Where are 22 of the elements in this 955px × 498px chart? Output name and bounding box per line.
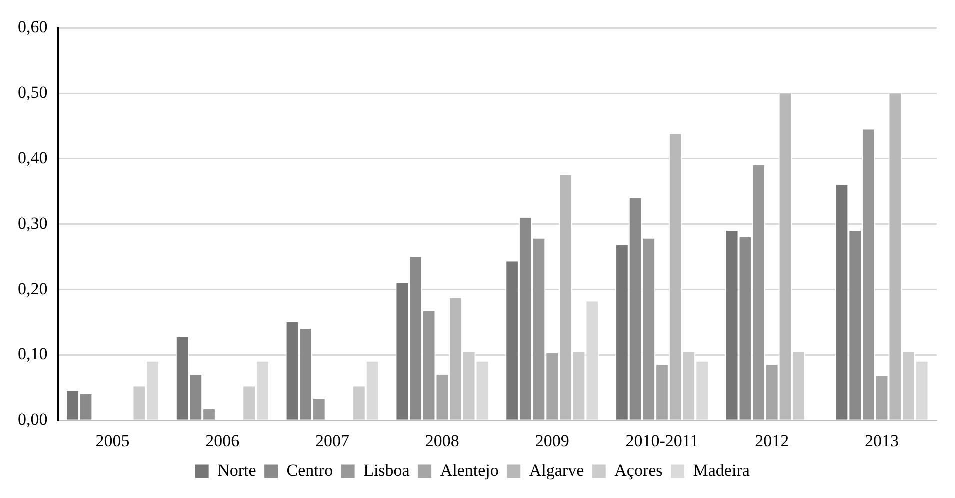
x-tick-label: 2008 [425,431,460,450]
x-tick-label: 2013 [865,431,900,450]
x-tick-label: 2012 [755,431,790,450]
legend-label: Madeira [693,460,750,480]
x-tick-label: 2005 [96,431,130,450]
y-tick-label: 0,50 [18,83,48,102]
x-tick-label: 2010-2011 [626,431,699,450]
y-tick-label: 0,10 [18,344,48,364]
legend-label: Açores [614,460,663,480]
legend-label: Alentejo [440,460,499,480]
y-tick-label: 0,30 [18,214,48,233]
x-tick-label: 2007 [316,431,350,450]
y-tick-label: 0,40 [18,148,48,168]
legend-label: Centro [286,460,334,480]
x-tick-label: 2006 [206,431,240,450]
legend-label: Algarve [529,460,584,480]
legend-label: Lisboa [364,460,410,480]
y-tick-label: 0,60 [18,18,48,37]
x-tick-label: 2009 [535,431,570,450]
legend-label: Norte [218,460,256,480]
y-tick-label: 0,20 [18,279,48,298]
y-tick-label: 0,00 [18,410,48,430]
